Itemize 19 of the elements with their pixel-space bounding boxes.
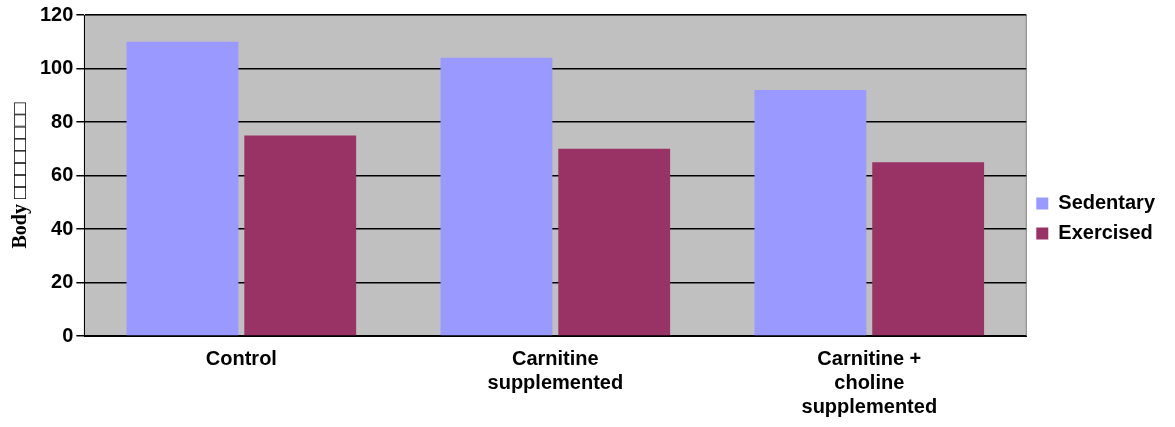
y-tick-label: 60 xyxy=(51,163,74,186)
y-tick-label: 100 xyxy=(39,56,74,79)
bar xyxy=(872,162,985,336)
legend-label: Sedentary xyxy=(1058,191,1156,214)
y-tick-label: 0 xyxy=(62,323,74,346)
bar xyxy=(440,57,553,336)
y-tick-label: 120 xyxy=(39,2,74,25)
bar xyxy=(754,89,867,336)
bar xyxy=(126,41,239,336)
x-tick-label: Carnitine supplemented xyxy=(487,346,624,393)
x-tick-label: Carnitine + choline supplemented xyxy=(801,346,938,417)
y-tick-label: 20 xyxy=(51,270,74,293)
y-axis-title: Body □□□□□□□□ xyxy=(8,102,32,249)
y-tick-label: 80 xyxy=(51,109,74,132)
bar xyxy=(244,135,357,336)
legend-label: Exercised xyxy=(1058,221,1153,244)
x-tick-label: Control xyxy=(205,346,277,369)
bar xyxy=(558,148,671,336)
y-tick-label: 40 xyxy=(51,216,74,239)
